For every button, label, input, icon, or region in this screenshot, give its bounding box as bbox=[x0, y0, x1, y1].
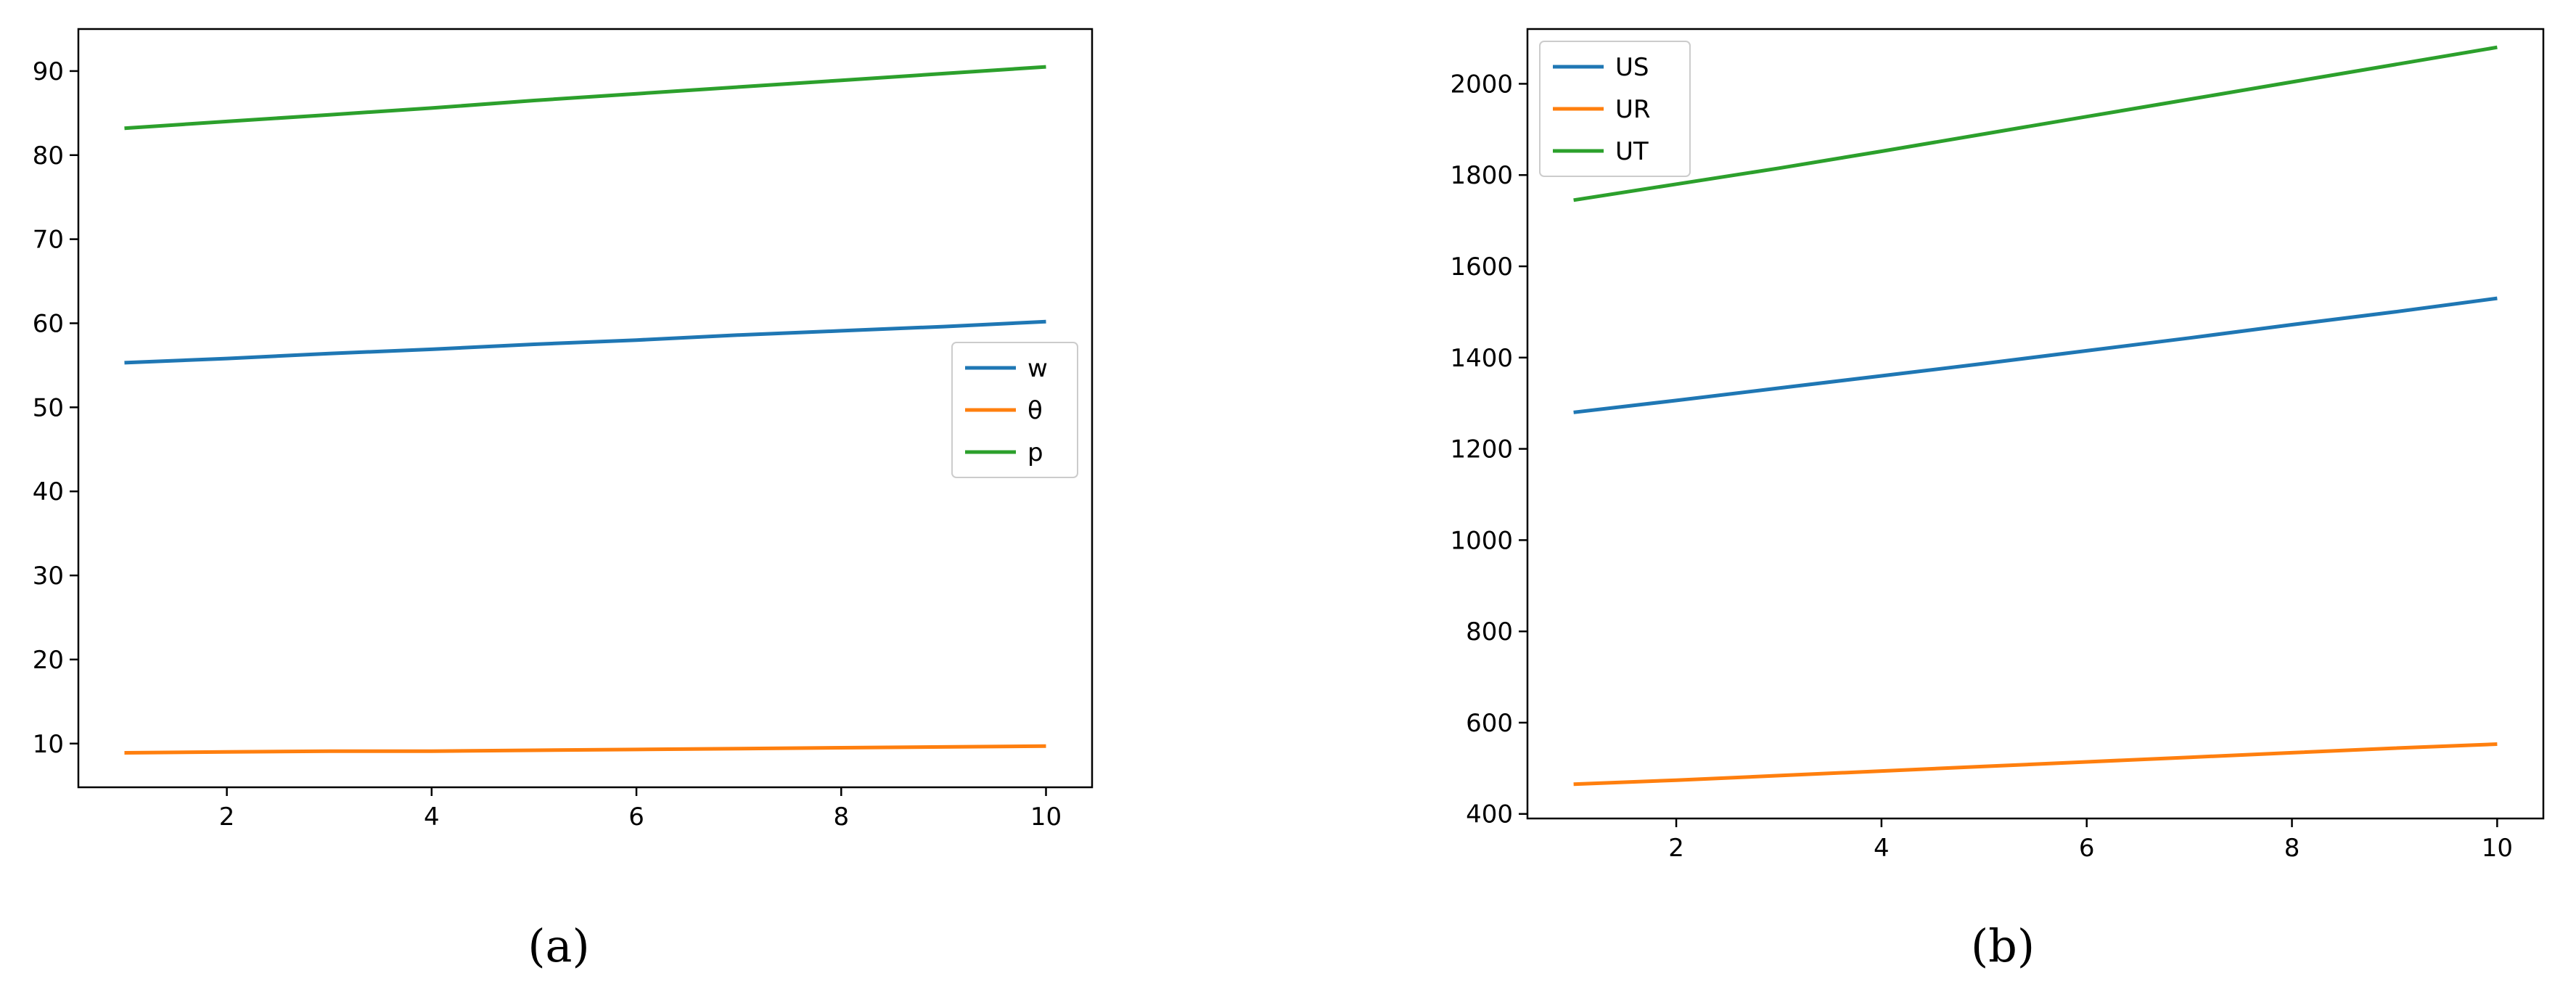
y-tick-label: 80 bbox=[33, 141, 64, 171]
x-tick-label: 6 bbox=[628, 803, 644, 832]
x-tick-label: 2 bbox=[1668, 834, 1684, 863]
x-tick-label: 8 bbox=[833, 803, 849, 832]
legend-label: US bbox=[1615, 53, 1649, 82]
y-tick-label: 90 bbox=[33, 57, 64, 86]
plot-lines-b bbox=[1573, 45, 2498, 787]
y-tick-label: 1800 bbox=[1450, 161, 1513, 190]
x-axis-ticks-b: 2 4 6 8 10 bbox=[1668, 818, 2513, 863]
y-axis-ticks-a: 10 20 30 40 50 60 70 80 90 bbox=[33, 57, 78, 759]
plot-frame-b bbox=[1526, 28, 2545, 820]
panel-label-b: (b) bbox=[1971, 919, 2035, 972]
y-tick-label: 2000 bbox=[1450, 70, 1513, 99]
x-tick-label: 4 bbox=[424, 803, 440, 832]
legend-label: θ bbox=[1027, 396, 1043, 425]
series-line-UR bbox=[1573, 742, 2498, 787]
series-line-UT bbox=[1573, 45, 2498, 202]
y-tick-label: 400 bbox=[1466, 800, 1513, 829]
legend-box bbox=[1539, 41, 1691, 177]
x-tick-label: 8 bbox=[2284, 834, 2300, 863]
series-line-w bbox=[124, 319, 1046, 365]
x-tick-label: 2 bbox=[219, 803, 235, 832]
legend-label: UR bbox=[1615, 95, 1651, 124]
y-tick-label: 10 bbox=[33, 730, 64, 759]
legend-label: w bbox=[1027, 354, 1048, 383]
y-tick-label: 50 bbox=[33, 393, 64, 422]
series-line-θ bbox=[124, 744, 1046, 755]
x-tick-label: 10 bbox=[1030, 803, 1062, 832]
series-line-US bbox=[1573, 296, 2498, 414]
y-tick-label: 20 bbox=[33, 646, 64, 675]
y-tick-label: 1000 bbox=[1450, 526, 1513, 555]
legend-label: UT bbox=[1615, 137, 1649, 166]
y-tick-label: 30 bbox=[33, 562, 64, 591]
series-line-p bbox=[124, 65, 1046, 131]
plot-lines-a bbox=[124, 65, 1046, 755]
x-tick-label: 6 bbox=[2079, 834, 2095, 863]
y-tick-label: 60 bbox=[33, 309, 64, 338]
y-axis-ticks-b: 400 600 800 1000 1200 1400 1600 1800 2000 bbox=[1450, 70, 1527, 829]
y-tick-label: 800 bbox=[1466, 617, 1513, 647]
chart-panel-a: 2 4 6 8 10 10 20 30 40 50 60 70 80 90 wθp (a) bbox=[33, 28, 1094, 972]
x-tick-label: 10 bbox=[2482, 834, 2513, 863]
y-tick-label: 40 bbox=[33, 477, 64, 506]
y-tick-label: 70 bbox=[33, 226, 64, 255]
chart-panel-b: 2 4 6 8 10 400 600 800 1000 1200 1400 1600 1800 2000… bbox=[1450, 28, 2545, 972]
y-tick-label: 1200 bbox=[1450, 435, 1513, 464]
legend-a: wθp bbox=[951, 342, 1078, 478]
y-tick-label: 600 bbox=[1466, 709, 1513, 738]
x-tick-label: 4 bbox=[1874, 834, 1890, 863]
y-tick-label: 1400 bbox=[1450, 344, 1513, 373]
legend-label: p bbox=[1027, 438, 1043, 467]
panel-label-a: (a) bbox=[528, 919, 589, 972]
x-axis-ticks-a: 2 4 6 8 10 bbox=[219, 787, 1062, 832]
legend-b: US UR UT bbox=[1539, 41, 1691, 177]
plot-frame-a bbox=[77, 28, 1094, 789]
y-tick-label: 1600 bbox=[1450, 253, 1513, 282]
